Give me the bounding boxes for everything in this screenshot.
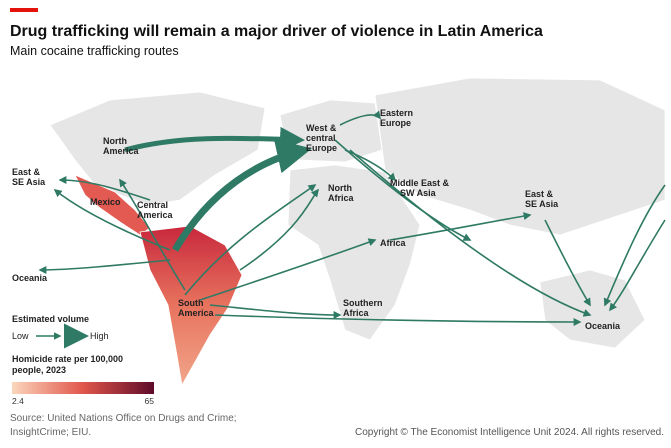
region-label: Middle East & SW Asia xyxy=(390,178,450,198)
region-label: South America xyxy=(178,298,215,318)
region-label: Eastern Europe xyxy=(380,108,413,128)
region-label: Africa xyxy=(380,238,407,248)
subtitle: Main cocaine trafficking routes xyxy=(10,44,179,58)
region-label: Southern Africa xyxy=(343,298,383,318)
region-label: Central America xyxy=(137,200,174,220)
scale-min: 2.4 xyxy=(12,396,24,406)
region-label: North America xyxy=(103,136,140,156)
color-scale xyxy=(12,382,154,394)
region-label: Mexico xyxy=(90,197,121,207)
legend-title: Estimated volume xyxy=(12,314,89,324)
region-labels: North America Mexico Central America South… xyxy=(12,108,621,331)
region-label: Oceania xyxy=(585,321,621,331)
region-label: Oceania xyxy=(12,273,48,283)
region-label: East & SE Asia xyxy=(12,167,46,187)
region-label: North Africa xyxy=(328,183,355,203)
region-label: West & central Europe xyxy=(306,123,337,153)
source: Source: United Nations Office on Drugs a… xyxy=(10,413,237,438)
legend-low: Low xyxy=(12,331,29,341)
scale-max: 65 xyxy=(145,396,155,406)
legend-high: High xyxy=(90,331,109,341)
map-land xyxy=(49,77,666,387)
region-label: East & SE Asia xyxy=(525,189,559,209)
title: Drug trafficking will remain a major dri… xyxy=(10,23,543,40)
accent-bar xyxy=(10,8,38,12)
routes xyxy=(38,110,666,326)
copyright: Copyright © The Economist Intelligence U… xyxy=(355,427,664,438)
legend: Estimated volume Low High Homicide rate … xyxy=(12,314,154,406)
legend-title: Homicide rate per 100,000 people, 2023 xyxy=(12,354,123,375)
